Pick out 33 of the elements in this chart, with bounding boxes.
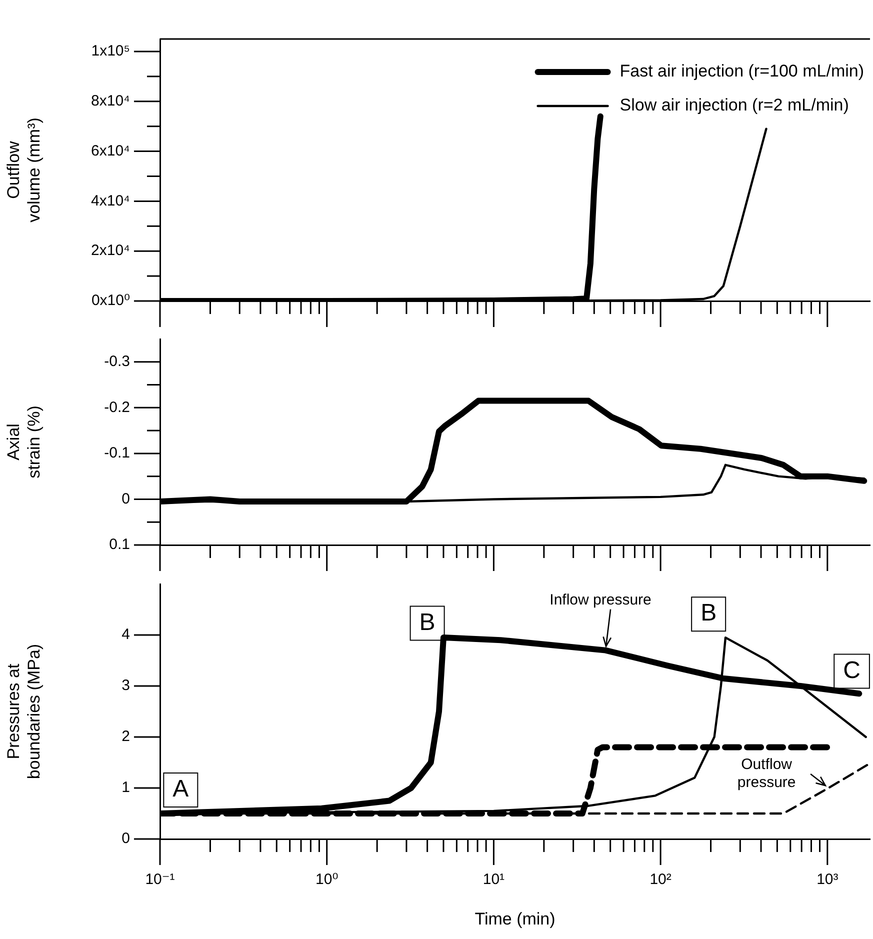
y-tick-label: -0.3 [104,353,130,370]
y-tick-label: 3 [122,677,130,694]
x-tick-label: 10² [650,871,672,888]
annotation: C [843,656,860,684]
y-tick-label: 2x10⁴ [91,242,130,260]
y-tick-label: 0 [122,830,130,848]
annotation: A [172,776,189,803]
annotation: Inflow pressure [550,591,652,608]
y-tick-label: 0 [122,490,130,508]
y-axis-title: Axial strain (%) [4,406,44,478]
x-tick-label: 10⁰ [316,871,338,888]
y-tick-label: 4x10⁴ [91,192,130,210]
y-tick-label: 0x10⁰ [91,292,130,310]
x-tick-label: 10⁻¹ [145,871,175,888]
annotation: B [419,608,436,636]
annotation: B [700,600,717,627]
x-tick-label: 10¹ [482,871,505,888]
legend-label: Fast air injection (r=100 mL/min) [620,62,864,81]
y-tick-label: 4 [122,626,130,644]
y-tick-label: 8x10⁴ [91,92,130,110]
annotation: Outflow pressure [737,756,796,792]
y-tick-label: 0.1 [109,536,130,554]
x-axis-title: Time (min) [474,909,556,928]
legend-label: Slow air injection (r=2 mL/min) [620,96,849,115]
y-tick-label: 1 [122,779,130,796]
y-axis-title: Pressures at boundaries (MPa) [4,644,44,780]
y-tick-label: -0.2 [104,398,130,416]
y-tick-label: 1x10⁵ [91,42,130,60]
y-tick-label: 2 [122,728,130,746]
y-axis-title: Outflow volume (mm³) [4,118,44,222]
x-tick-label: 10³ [816,871,838,888]
y-tick-label: 6x10⁴ [91,142,130,160]
y-tick-label: -0.1 [104,444,130,462]
